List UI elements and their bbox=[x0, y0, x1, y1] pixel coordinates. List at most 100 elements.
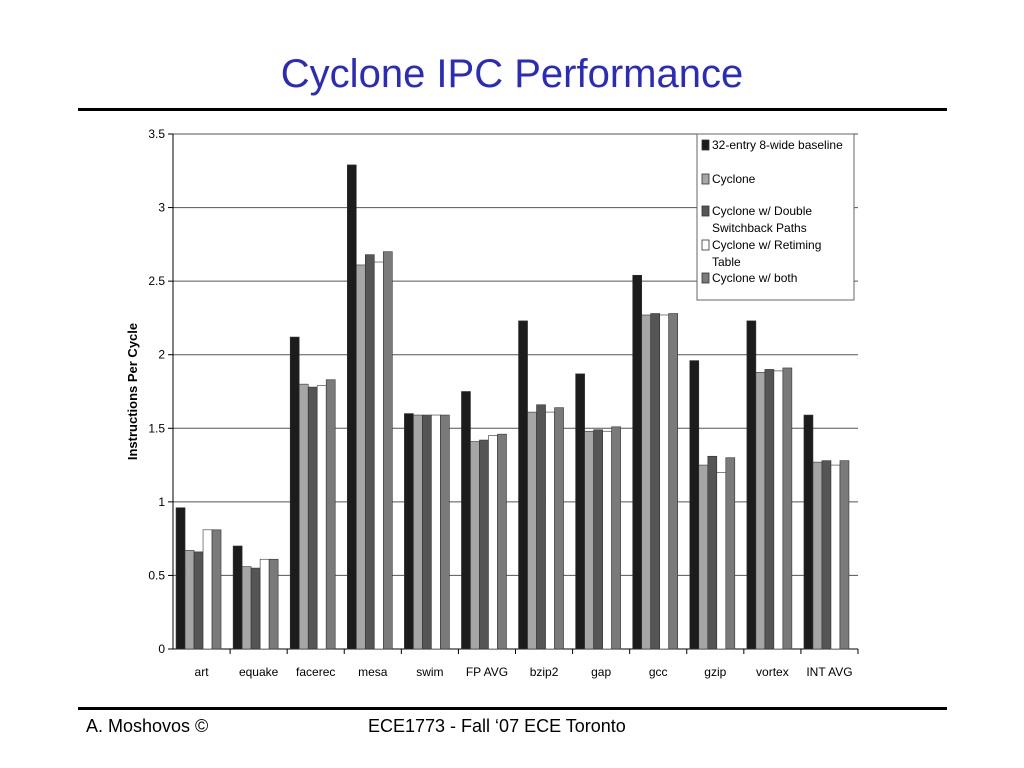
legend-label: Table bbox=[712, 255, 741, 269]
bar bbox=[725, 457, 736, 650]
bar bbox=[755, 372, 766, 650]
bar bbox=[268, 558, 279, 650]
bar bbox=[497, 433, 507, 650]
bar bbox=[518, 320, 528, 650]
legend-box bbox=[696, 133, 855, 301]
bar bbox=[479, 439, 489, 650]
ipc-bar-chart: 0 0.5 1 1.5 2 2.5 3 3.5 Instructions Per Cycle ar… bbox=[125, 127, 859, 679]
bar bbox=[488, 435, 498, 650]
bar bbox=[689, 360, 700, 650]
bar bbox=[422, 414, 432, 650]
bar bbox=[404, 413, 414, 650]
bar bbox=[307, 386, 318, 650]
bar bbox=[641, 314, 652, 650]
bar bbox=[593, 429, 603, 650]
bar bbox=[184, 550, 195, 650]
slide-title: Cyclone IPC Performance bbox=[280, 52, 744, 96]
footer-author: A. Moshovos © bbox=[86, 716, 209, 736]
bar bbox=[250, 567, 261, 650]
x-tick-label: bzip2 bbox=[530, 665, 559, 679]
bar bbox=[289, 336, 300, 650]
x-tick-label: gzip bbox=[704, 665, 726, 679]
bar bbox=[440, 414, 450, 650]
bar bbox=[232, 545, 243, 650]
bar bbox=[602, 430, 612, 650]
bar bbox=[782, 367, 793, 650]
bar bbox=[211, 529, 222, 650]
x-tick-label: art bbox=[195, 665, 210, 679]
bar bbox=[632, 274, 643, 650]
legend-label: Cyclone w/ Double bbox=[712, 204, 812, 218]
bar bbox=[698, 464, 709, 650]
bar bbox=[554, 407, 564, 650]
bar bbox=[241, 566, 252, 650]
x-tick-label: INT AVG bbox=[806, 665, 852, 679]
bar bbox=[764, 369, 775, 650]
x-tick-label: gap bbox=[591, 665, 611, 679]
y-axis-title: Instructions Per Cycle bbox=[125, 323, 140, 460]
legend-swatch bbox=[701, 205, 710, 217]
bar bbox=[746, 320, 757, 650]
bar bbox=[461, 391, 471, 650]
bar bbox=[650, 313, 661, 650]
bar bbox=[355, 264, 366, 650]
bar bbox=[259, 558, 270, 650]
legend-swatch bbox=[701, 173, 710, 185]
y-tick-label: 3 bbox=[158, 201, 165, 215]
bar bbox=[575, 373, 585, 650]
legend-swatch bbox=[701, 139, 710, 151]
bar bbox=[382, 251, 393, 650]
footer-course: ECE1773 - Fall ‘07 ECE Toronto bbox=[368, 716, 626, 736]
bar bbox=[536, 404, 546, 650]
bar bbox=[803, 414, 814, 650]
y-tick-label: 2.5 bbox=[148, 274, 165, 288]
bar bbox=[431, 414, 441, 650]
bar bbox=[773, 370, 784, 650]
legend-label: Cyclone w/ Retiming bbox=[712, 238, 821, 252]
bar bbox=[659, 314, 670, 650]
x-tick-label: facerec bbox=[296, 665, 335, 679]
y-tick-label: 2 bbox=[158, 348, 165, 362]
bar bbox=[839, 460, 850, 650]
y-tick-label: 3.5 bbox=[148, 127, 165, 141]
bar bbox=[611, 426, 621, 650]
y-tick-label: 1.5 bbox=[148, 421, 165, 435]
y-tick-label: 0.5 bbox=[148, 568, 165, 582]
bar bbox=[830, 464, 841, 650]
bar bbox=[812, 461, 823, 650]
bar bbox=[202, 529, 213, 650]
bar bbox=[346, 164, 357, 650]
bar bbox=[584, 430, 594, 650]
bar bbox=[821, 460, 832, 650]
x-tick-label: mesa bbox=[358, 665, 388, 679]
x-tick-label: vortex bbox=[756, 665, 789, 679]
legend-label: 32-entry 8-wide baseline bbox=[712, 138, 843, 152]
x-tick-label: equake bbox=[239, 665, 279, 679]
bar bbox=[716, 472, 727, 650]
bar bbox=[298, 383, 309, 650]
bar bbox=[413, 414, 423, 650]
legend-swatch bbox=[701, 239, 710, 251]
bar bbox=[373, 261, 384, 650]
legend-label: Cyclone w/ both bbox=[712, 271, 797, 285]
y-tick-label: 0 bbox=[158, 642, 165, 656]
title-divider bbox=[78, 108, 947, 111]
bar bbox=[325, 379, 336, 650]
bar bbox=[316, 385, 327, 650]
y-tick-label: 1 bbox=[158, 495, 165, 509]
bar bbox=[193, 551, 204, 650]
legend-swatch bbox=[701, 272, 710, 284]
x-tick-label: gcc bbox=[649, 665, 668, 679]
bar bbox=[668, 313, 679, 650]
bar bbox=[707, 455, 718, 650]
bar bbox=[364, 254, 375, 650]
legend-label: Switchback Paths bbox=[712, 221, 807, 235]
bar bbox=[545, 411, 555, 650]
x-tick-label: swim bbox=[416, 665, 443, 679]
legend-label: Cyclone bbox=[712, 172, 756, 186]
bar bbox=[175, 507, 186, 650]
bar bbox=[470, 441, 480, 650]
footer-divider bbox=[78, 707, 947, 710]
bar bbox=[527, 411, 537, 650]
x-tick-label: FP AVG bbox=[466, 665, 508, 679]
